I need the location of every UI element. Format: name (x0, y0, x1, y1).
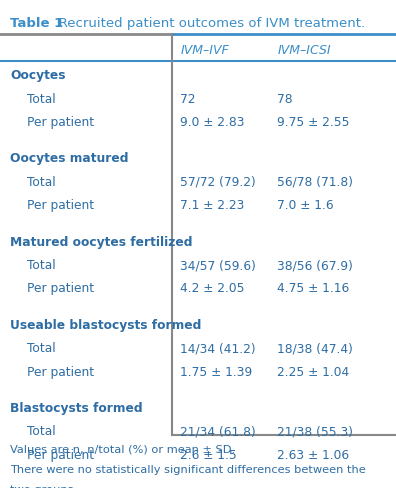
Text: IVM–ICSI: IVM–ICSI (277, 44, 331, 57)
Text: Recruited patient outcomes of IVM treatment.: Recruited patient outcomes of IVM treatm… (46, 17, 365, 30)
Text: 72: 72 (180, 93, 196, 106)
Text: Blastocysts formed: Blastocysts formed (10, 402, 143, 415)
Text: two groups.: two groups. (10, 485, 77, 488)
Text: Table 1: Table 1 (10, 17, 63, 30)
Text: Per patient: Per patient (27, 283, 94, 295)
Text: 2.63 ± 1.06: 2.63 ± 1.06 (277, 449, 349, 462)
Text: Per patient: Per patient (27, 449, 94, 462)
Text: 78: 78 (277, 93, 293, 106)
Text: 21/38 (55.3): 21/38 (55.3) (277, 426, 353, 438)
Text: 57/72 (79.2): 57/72 (79.2) (180, 176, 256, 189)
Text: Total: Total (27, 342, 55, 355)
Text: 34/57 (59.6): 34/57 (59.6) (180, 259, 256, 272)
Text: IVM–IVF: IVM–IVF (180, 44, 229, 57)
Text: There were no statistically significant differences between the: There were no statistically significant … (10, 465, 366, 474)
Text: 18/38 (47.4): 18/38 (47.4) (277, 342, 353, 355)
Text: 56/78 (71.8): 56/78 (71.8) (277, 176, 353, 189)
Text: Total: Total (27, 426, 55, 438)
Text: 9.0 ± 2.83: 9.0 ± 2.83 (180, 116, 245, 129)
Text: 2.25 ± 1.04: 2.25 ± 1.04 (277, 366, 349, 379)
Text: 4.2 ± 2.05: 4.2 ± 2.05 (180, 283, 245, 295)
Text: Values are n, n/total (%) or mean ± SD.: Values are n, n/total (%) or mean ± SD. (10, 444, 235, 454)
Text: 1.75 ± 1.39: 1.75 ± 1.39 (180, 366, 252, 379)
Text: Per patient: Per patient (27, 199, 94, 212)
Text: 9.75 ± 2.55: 9.75 ± 2.55 (277, 116, 350, 129)
Text: 2.6 ± 1.5: 2.6 ± 1.5 (180, 449, 237, 462)
Text: Useable blastocysts formed: Useable blastocysts formed (10, 319, 201, 332)
Text: 4.75 ± 1.16: 4.75 ± 1.16 (277, 283, 349, 295)
Text: Oocytes matured: Oocytes matured (10, 152, 128, 165)
Text: Per patient: Per patient (27, 116, 94, 129)
Text: 21/34 (61.8): 21/34 (61.8) (180, 426, 256, 438)
Text: Oocytes: Oocytes (10, 69, 65, 82)
Text: 14/34 (41.2): 14/34 (41.2) (180, 342, 256, 355)
Text: 7.0 ± 1.6: 7.0 ± 1.6 (277, 199, 334, 212)
Text: Per patient: Per patient (27, 366, 94, 379)
Text: Total: Total (27, 259, 55, 272)
Text: Matured oocytes fertilized: Matured oocytes fertilized (10, 236, 192, 248)
Text: 7.1 ± 2.23: 7.1 ± 2.23 (180, 199, 245, 212)
Text: Total: Total (27, 93, 55, 106)
Text: 38/56 (67.9): 38/56 (67.9) (277, 259, 353, 272)
Text: Total: Total (27, 176, 55, 189)
